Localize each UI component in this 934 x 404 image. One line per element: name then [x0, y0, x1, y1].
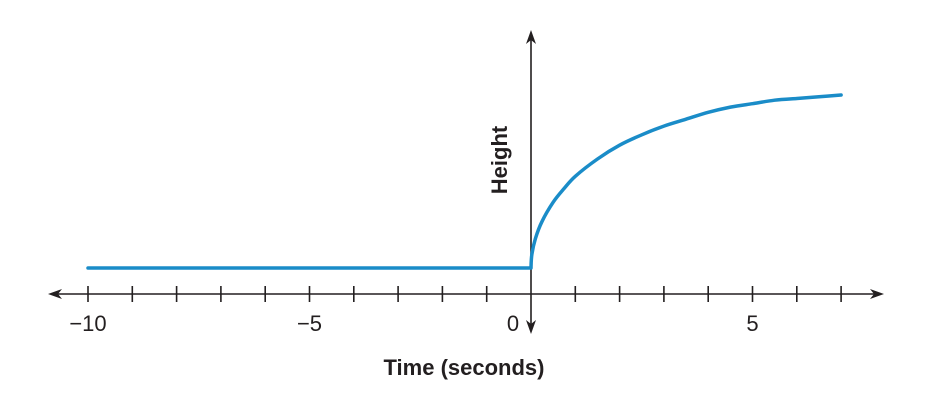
x-tick-label: −10	[69, 311, 106, 336]
height-curve	[86, 93, 843, 270]
x-tick-label: 5	[746, 311, 758, 336]
y-axis-arrow-bottom	[526, 320, 536, 334]
axes	[48, 30, 884, 334]
x-axis-arrow-right	[870, 289, 884, 299]
y-axis-arrow-top	[526, 30, 536, 44]
series-layer	[86, 93, 843, 270]
x-axis-title: Time (seconds)	[384, 355, 545, 380]
x-axis-arrow-left	[48, 289, 62, 299]
y-axis-title: Height	[487, 125, 512, 194]
x-tick-label: 0	[507, 311, 519, 336]
x-ticks: −10 −5 0 5	[69, 286, 842, 336]
x-tick-label: −5	[297, 311, 322, 336]
